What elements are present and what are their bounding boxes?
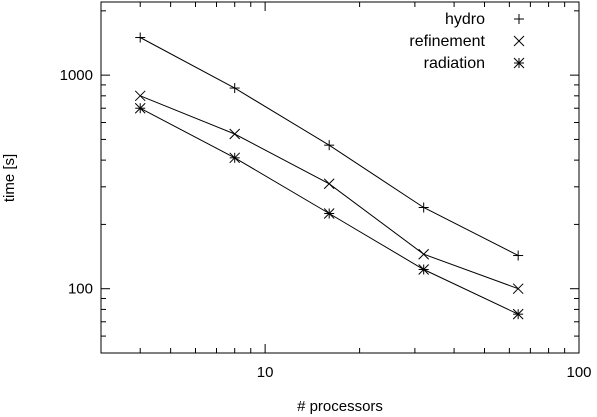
data-point-radiation: [134, 102, 146, 114]
series-line-refinement: [140, 95, 519, 290]
data-point-refinement: [323, 178, 335, 190]
data-point-hydro: [229, 83, 240, 94]
data-point-refinement: [418, 248, 430, 260]
data-point-hydro: [418, 202, 429, 213]
x-tick-label: 100: [566, 364, 591, 381]
data-point-refinement: [229, 128, 241, 140]
data-point-hydro: [324, 140, 335, 151]
legend-marker-refinement: [513, 35, 525, 47]
x-tick-label: 10: [257, 364, 274, 381]
x-axis-label: # processors: [297, 398, 383, 415]
legend-marker-hydro: [514, 14, 524, 24]
data-point-hydro: [135, 32, 146, 43]
data-point-refinement: [134, 90, 146, 102]
data-point-radiation: [323, 208, 335, 219]
data-point-hydro: [513, 250, 524, 261]
axis-ticks: 10 100 100 1000: [60, 2, 592, 381]
series-layer: [134, 32, 524, 320]
legend-marker-radiation: [513, 57, 525, 69]
y-axis-label: time [s]: [1, 154, 18, 202]
y-tick-label: 1000: [60, 67, 93, 84]
legend: hydro refinement radiation: [409, 11, 525, 72]
data-point-radiation: [512, 308, 524, 320]
legend-label-refinement: refinement: [409, 33, 485, 50]
data-point-refinement: [512, 283, 524, 295]
data-point-radiation: [229, 152, 241, 164]
legend-label-radiation: radiation: [424, 55, 485, 72]
plot-frame: [100, 1, 580, 354]
y-tick-label: 100: [68, 281, 93, 298]
data-point-radiation: [418, 264, 430, 275]
legend-label-hydro: hydro: [445, 11, 485, 28]
